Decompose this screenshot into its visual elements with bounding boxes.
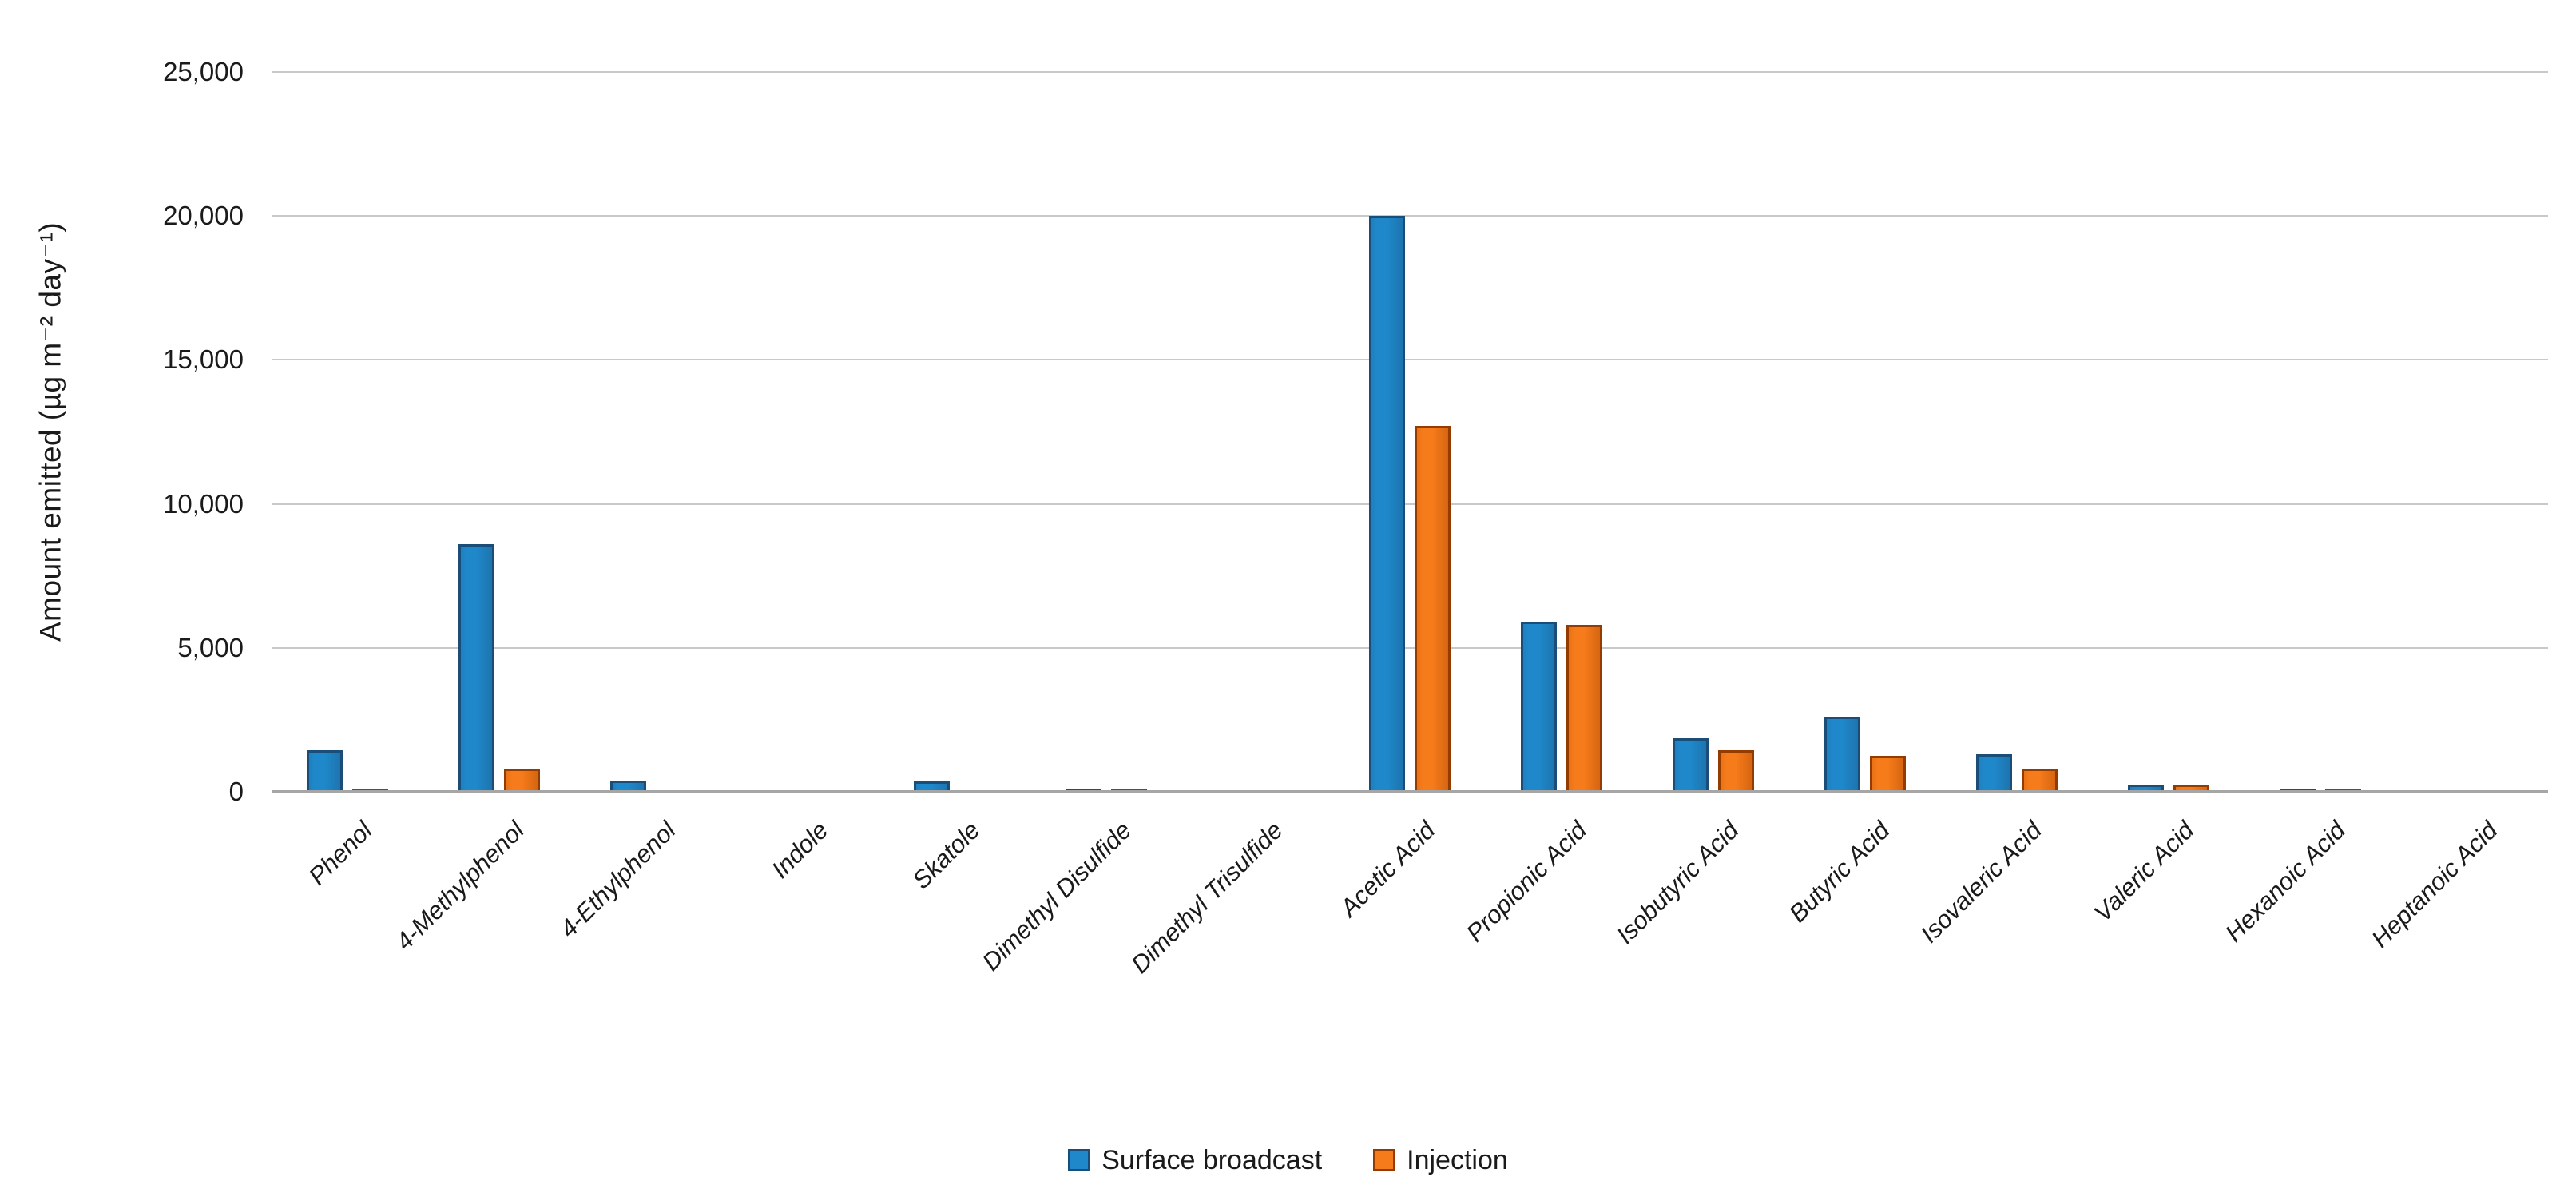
legend: Surface broadcast Injection [0, 1141, 2576, 1179]
legend-label-injection: Injection [1407, 1144, 1508, 1175]
x-category-label: Skatole [907, 816, 986, 895]
bar-surface-broadcast [1976, 754, 2012, 792]
y-tick-label: 5,000 [177, 632, 244, 662]
bar-injection [1870, 755, 1906, 792]
bar-injection [1718, 750, 1754, 792]
x-category-label: Butyric Acid [1784, 816, 1896, 928]
legend-item-surface-broadcast: Surface broadcast [1068, 1145, 1322, 1176]
bar-surface-broadcast [1521, 622, 1557, 792]
bar-surface-broadcast [1369, 216, 1405, 792]
x-category-label: Valeric Acid [2088, 816, 2200, 928]
gridline [272, 359, 2548, 361]
bar-injection [2173, 784, 2209, 792]
gridline [272, 215, 2548, 217]
bar-surface-broadcast [2128, 784, 2164, 792]
injection-swatch-icon [1373, 1149, 1396, 1171]
x-category-label: Dimethyl Disulfide [976, 816, 1137, 976]
x-axis-baseline [272, 790, 2548, 793]
y-tick-label: 20,000 [163, 201, 244, 231]
x-category-label: Phenol [304, 816, 379, 891]
bar-surface-broadcast [1824, 717, 1860, 792]
bar-surface-broadcast [307, 750, 343, 792]
x-category-label: Isovaleric Acid [1915, 816, 2048, 948]
gridline [272, 646, 2548, 649]
bar-injection [1415, 426, 1451, 792]
bar-surface-broadcast [1673, 738, 1709, 792]
gridline [272, 503, 2548, 505]
x-category-label: 4-Methylphenol [390, 816, 530, 956]
legend-label-surface-broadcast: Surface broadcast [1101, 1144, 1323, 1175]
legend-item-injection: Injection [1373, 1145, 1508, 1176]
bar-injection [2022, 769, 2058, 792]
x-category-label: Hexanoic Acid [2219, 816, 2352, 948]
bar-injection [504, 769, 540, 792]
y-tick-label: 0 [228, 777, 244, 806]
x-category-label: Heptanoic Acid [2365, 816, 2503, 953]
x-category-label: Indole [765, 816, 834, 884]
bar-surface-broadcast [610, 780, 646, 792]
x-category-label: Isobutyric Acid [1610, 816, 1744, 949]
x-category-label: Dimethyl Trisulfide [1125, 816, 1289, 979]
y-tick-label: 25,000 [163, 57, 244, 86]
y-tick-label: 15,000 [163, 344, 244, 375]
y-tick-label: 10,000 [163, 488, 244, 519]
bar-surface-broadcast [458, 544, 494, 792]
gridline [272, 71, 2548, 73]
x-category-label: 4-Ethylphenol [554, 816, 682, 944]
bar-injection [1566, 624, 1602, 792]
bar-surface-broadcast [914, 781, 950, 792]
surface-broadcast-swatch-icon [1068, 1149, 1091, 1171]
x-category-label: Acetic Acid [1334, 816, 1441, 922]
x-category-label: Propionic Acid [1460, 816, 1593, 948]
